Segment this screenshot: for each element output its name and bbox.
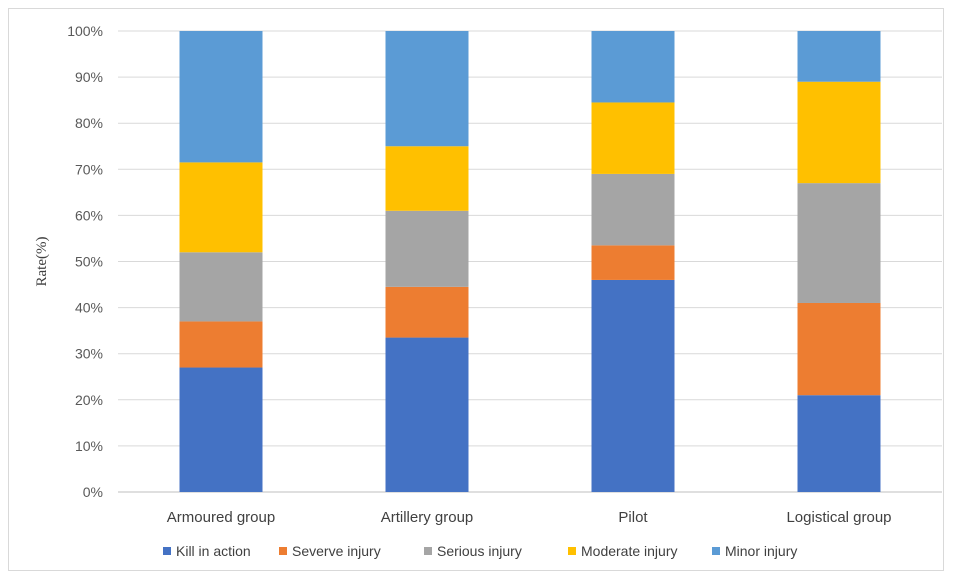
bar-segment (179, 252, 263, 322)
y-tick-label: 40% (75, 300, 103, 316)
legend-swatch (712, 547, 720, 555)
legend-swatch (163, 547, 171, 555)
bar-segment (797, 302, 881, 396)
y-axis-title: Rate(%) (34, 237, 50, 287)
legend-label: Minor injury (725, 543, 797, 559)
legend-label: Moderate injury (581, 543, 678, 559)
y-tick-label: 20% (75, 392, 103, 408)
bar-segment (179, 367, 263, 492)
y-tick-label: 10% (75, 438, 103, 454)
y-tick-label: 90% (75, 69, 103, 85)
bar-segment (797, 31, 881, 82)
bar-segment (385, 337, 469, 492)
chart-frame (8, 8, 944, 571)
y-tick-label: 60% (75, 207, 103, 223)
legend-swatch (424, 547, 432, 555)
y-tick-label: 100% (67, 23, 103, 39)
bar-segment (591, 102, 675, 174)
legend-label: Kill in action (176, 543, 251, 559)
y-tick-label: 50% (75, 254, 103, 270)
legend-swatch (279, 547, 287, 555)
y-tick-label: 70% (75, 161, 103, 177)
legend-label: Severve injury (292, 543, 381, 559)
bar-segment (797, 81, 881, 184)
y-tick-label: 80% (75, 115, 103, 131)
bar-segment (591, 31, 675, 103)
bar-segment (179, 31, 263, 163)
bar-segment (591, 245, 675, 280)
x-category-label: Logistical group (786, 509, 891, 526)
bars (179, 31, 881, 492)
y-tick-label: 0% (83, 484, 103, 500)
bar-segment (385, 31, 469, 147)
x-category-labels: Armoured group Artillery group Pilot Logist… (167, 509, 892, 526)
x-category-label: Armoured group (167, 509, 275, 526)
legend: Kill in action Severve injury Serious inju… (163, 543, 797, 559)
legend-label: Serious injury (437, 543, 522, 559)
bar-segment (591, 173, 675, 246)
legend-swatch (568, 547, 576, 555)
y-tick-labels: 0% 10% 20% 30% 40% 50% 60% 70% 80% 90% 100% (67, 23, 103, 500)
bar-segment (591, 279, 675, 492)
x-category-label: Artillery group (381, 509, 474, 526)
bar-segment (797, 183, 881, 303)
bar-segment (797, 395, 881, 492)
bar-segment (385, 210, 469, 287)
bar-segment (179, 321, 263, 368)
x-category-label: Pilot (618, 509, 648, 526)
bar-segment (385, 146, 469, 211)
bar-segment (385, 286, 469, 338)
y-tick-label: 30% (75, 346, 103, 362)
bar-segment (179, 162, 263, 253)
